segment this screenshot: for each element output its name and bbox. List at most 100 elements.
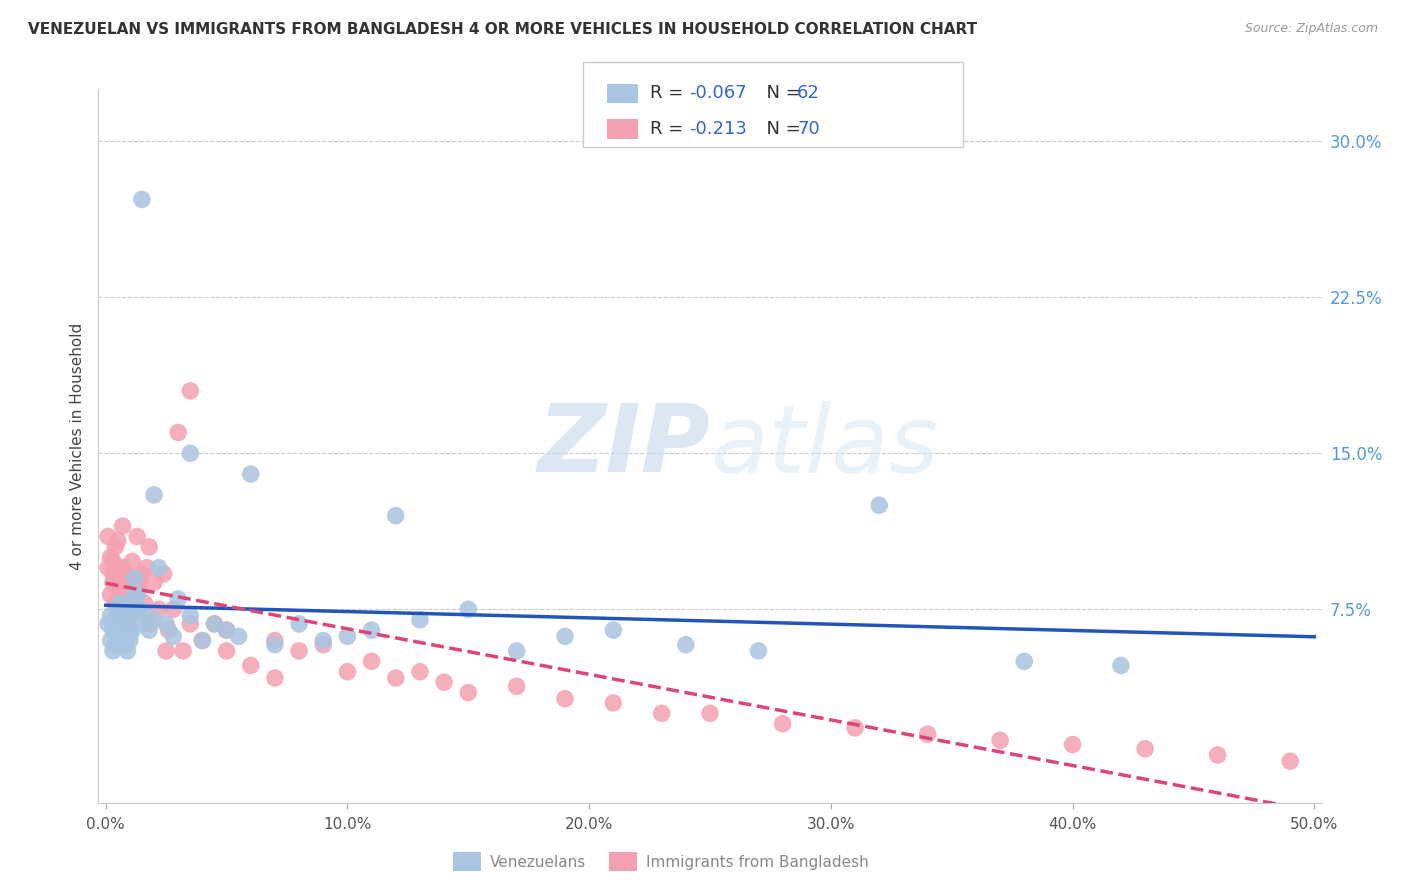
Point: [264, 671, 287, 685]
Point: [131, 616, 153, 631]
Point: [121, 623, 143, 637]
Point: [917, 727, 939, 741]
Point: [360, 654, 382, 668]
Point: [409, 613, 432, 627]
Point: [108, 596, 131, 610]
Point: [602, 696, 624, 710]
Point: [239, 658, 262, 673]
Point: [155, 616, 177, 631]
Point: [191, 633, 214, 648]
Point: [143, 613, 166, 627]
Point: [138, 540, 160, 554]
Legend: Venezuelans, Immigrants from Bangladesh: Venezuelans, Immigrants from Bangladesh: [447, 847, 875, 877]
Point: [172, 644, 194, 658]
Point: [179, 616, 201, 631]
Point: [239, 467, 262, 481]
Point: [128, 602, 150, 616]
Point: [124, 571, 146, 585]
Point: [107, 582, 129, 596]
Point: [104, 638, 127, 652]
Y-axis label: 4 or more Vehicles in Household: 4 or more Vehicles in Household: [69, 322, 84, 570]
Point: [204, 616, 226, 631]
Point: [101, 566, 124, 581]
Point: [118, 575, 141, 590]
Point: [148, 602, 170, 616]
Point: [128, 582, 150, 596]
Text: 62: 62: [797, 85, 820, 103]
Point: [114, 566, 136, 581]
Point: [111, 560, 134, 574]
Point: [117, 644, 139, 658]
Point: [288, 616, 311, 631]
Point: [179, 608, 201, 623]
Point: [143, 488, 166, 502]
Point: [97, 616, 120, 631]
Point: [747, 644, 769, 658]
Text: ZIP: ZIP: [537, 400, 710, 492]
Point: [131, 566, 153, 581]
Point: [148, 560, 170, 574]
Point: [104, 540, 127, 554]
Point: [101, 575, 124, 590]
Point: [312, 633, 335, 648]
Point: [264, 638, 287, 652]
Point: [107, 560, 129, 574]
Point: [97, 529, 120, 543]
Text: 70: 70: [797, 120, 820, 138]
Point: [117, 616, 139, 631]
Point: [124, 588, 146, 602]
Point: [100, 550, 122, 565]
Text: N =: N =: [755, 120, 807, 138]
Point: [167, 425, 190, 440]
Point: [114, 638, 136, 652]
Point: [699, 706, 721, 721]
Point: [433, 675, 456, 690]
Point: [127, 529, 149, 543]
Point: [108, 602, 131, 616]
Point: [101, 623, 124, 637]
Text: R =: R =: [650, 85, 689, 103]
Point: [124, 588, 146, 602]
Point: [162, 602, 184, 616]
Point: [101, 644, 124, 658]
Point: [107, 616, 129, 631]
Text: -0.067: -0.067: [689, 85, 747, 103]
Point: [100, 633, 122, 648]
Point: [108, 638, 131, 652]
Point: [143, 575, 166, 590]
Point: [215, 644, 238, 658]
Point: [1133, 741, 1156, 756]
Point: [107, 602, 129, 616]
Text: -0.213: -0.213: [689, 120, 747, 138]
Point: [111, 608, 134, 623]
Point: [101, 554, 124, 568]
Point: [131, 193, 153, 207]
Point: [118, 602, 141, 616]
Point: [204, 616, 226, 631]
Point: [1014, 654, 1036, 668]
Point: [135, 560, 157, 574]
Text: N =: N =: [755, 85, 807, 103]
Text: Source: ZipAtlas.com: Source: ZipAtlas.com: [1244, 22, 1378, 36]
Point: [336, 629, 359, 643]
Point: [264, 633, 287, 648]
Point: [868, 498, 890, 512]
Point: [1206, 747, 1229, 762]
Point: [127, 588, 149, 602]
Point: [162, 629, 184, 643]
Point: [100, 588, 122, 602]
Point: [384, 508, 406, 523]
Point: [215, 623, 238, 637]
Point: [111, 638, 134, 652]
Point: [111, 519, 134, 533]
Point: [117, 613, 139, 627]
Point: [118, 633, 141, 648]
Point: [114, 633, 136, 648]
Point: [134, 607, 156, 621]
Point: [128, 575, 150, 590]
Point: [118, 608, 141, 623]
Point: [457, 602, 479, 616]
Point: [554, 629, 576, 643]
Text: R =: R =: [650, 120, 689, 138]
Point: [179, 384, 201, 398]
